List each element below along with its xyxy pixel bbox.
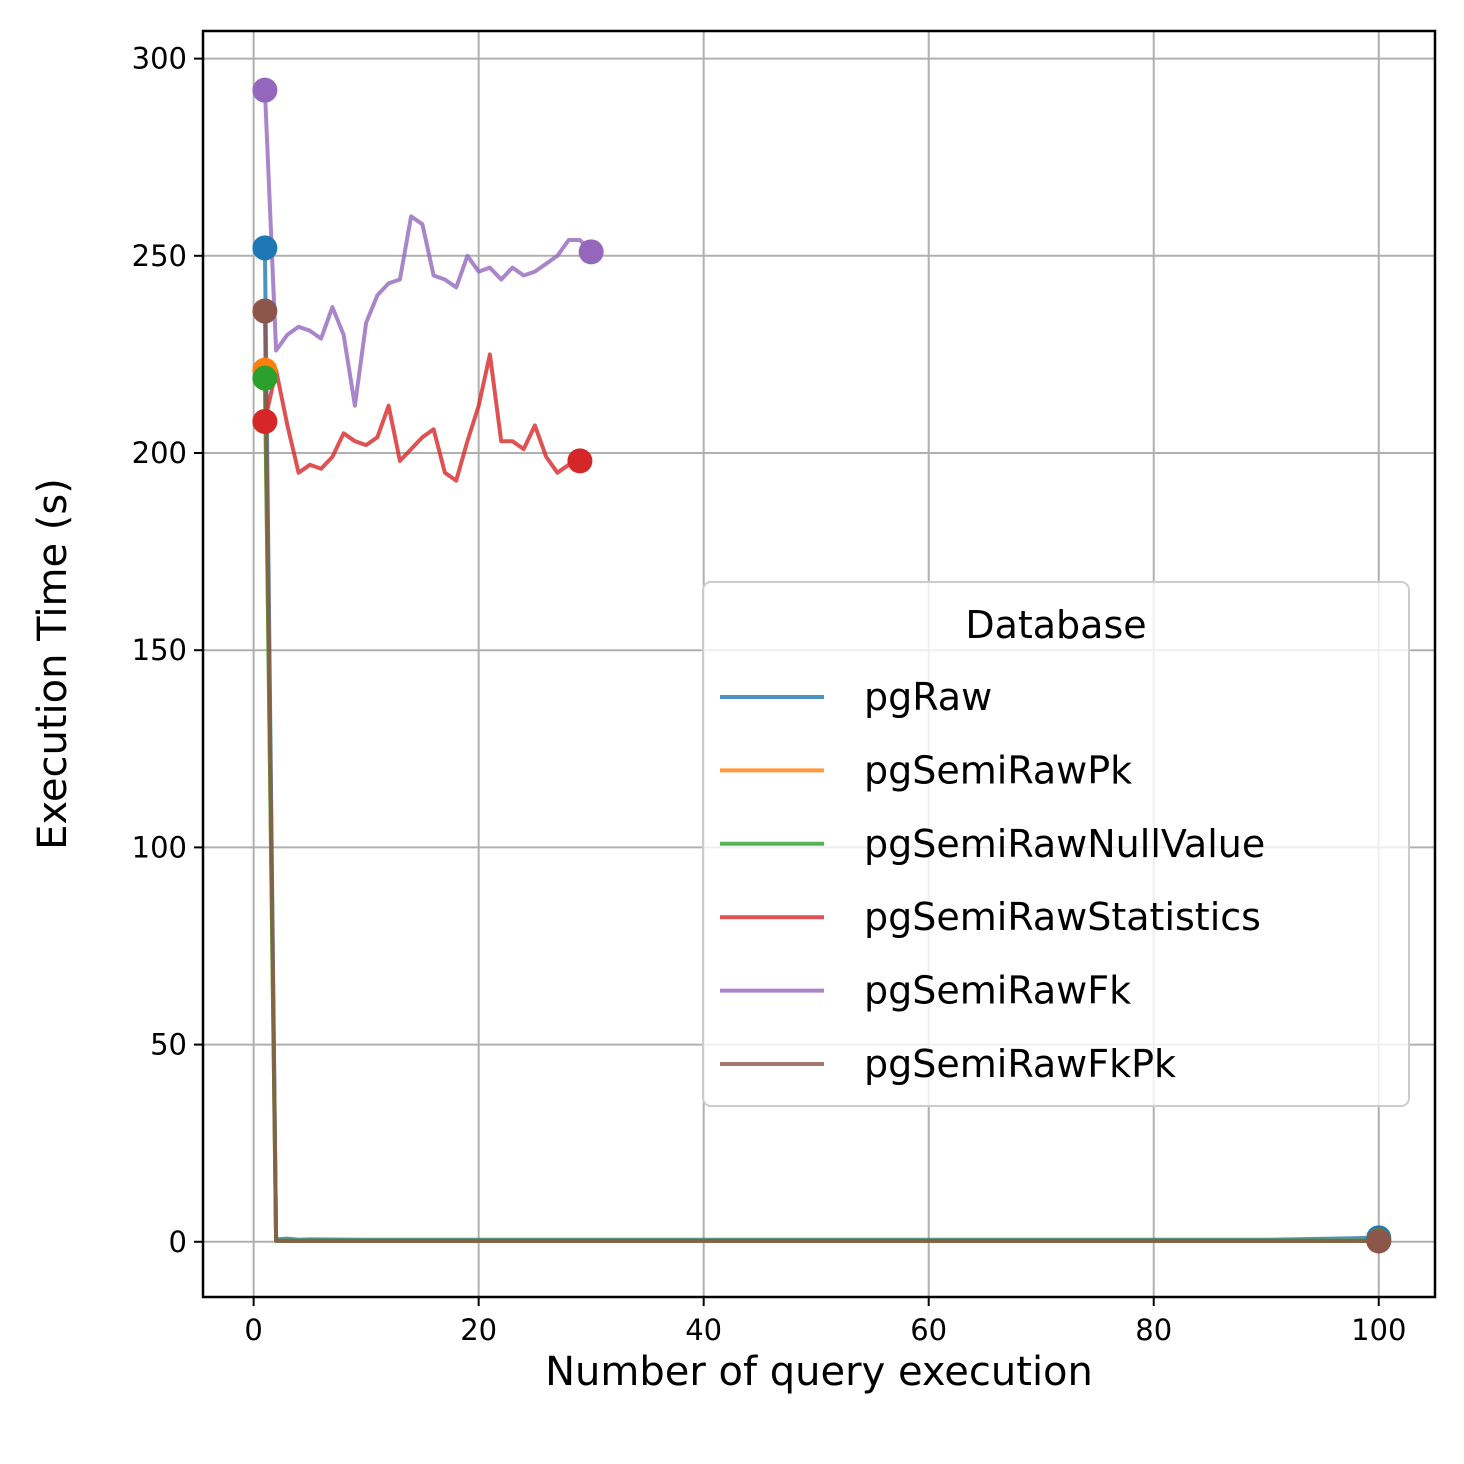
legend-label-pg-raw: pgRaw: [864, 675, 992, 719]
series-marker-pg-semi-raw-statistics: [567, 448, 593, 474]
legend-box: [702, 581, 1410, 1107]
series-marker-pg-raw: [252, 235, 278, 261]
legend-label-pg-semi-raw-fk: pgSemiRawFk: [864, 969, 1131, 1013]
y-tick-label: 150: [132, 633, 187, 667]
axis-ticks: 0 20 40 60 80 100 0 50 100 150 200 250 300: [132, 42, 1407, 1347]
x-tick-label: 0: [244, 1313, 262, 1347]
series-marker-pg-semi-raw-null-value: [252, 365, 278, 391]
series-marker-pg-semi-raw-fk-pk: [252, 298, 278, 324]
x-axis-label: Number of query execution: [545, 1349, 1093, 1395]
legend-label-pg-semi-raw-pk: pgSemiRawPk: [864, 748, 1132, 792]
y-tick-label: 200: [132, 436, 187, 470]
x-tick-label: 40: [685, 1313, 722, 1347]
x-tick-label: 80: [1135, 1313, 1172, 1347]
series-marker-pg-semi-raw-statistics: [252, 408, 278, 434]
legend-label-pg-semi-raw-fk-pk: pgSemiRawFkPk: [864, 1042, 1176, 1086]
y-tick-label: 300: [132, 42, 187, 76]
series-lines: [262, 88, 1381, 1243]
series-marker-pg-semi-raw-fk: [578, 239, 604, 265]
y-axis-label: Execution Time (s): [30, 478, 76, 850]
series-line-pg-semi-raw-fk-pk: [262, 308, 1381, 1243]
series-markers: [252, 77, 1392, 1254]
plot-frame: [201, 29, 1437, 1299]
y-tick-label: 50: [150, 1028, 187, 1062]
series-line-pg-semi-raw-fk: [262, 88, 595, 408]
series-marker-pg-semi-raw-fk-pk: [1366, 1228, 1392, 1254]
x-tick-label: 60: [910, 1313, 947, 1347]
y-tick-label: 0: [169, 1225, 187, 1259]
legend-title: Database: [965, 603, 1146, 647]
y-tick-label: 100: [132, 830, 187, 864]
legend: Database pgRaw pgSemiRawPk pgSemiRawNullVa…: [702, 581, 1410, 1107]
legend-label-pg-semi-raw-null-value: pgSemiRawNullValue: [864, 822, 1265, 866]
series-marker-pg-semi-raw-fk: [252, 77, 278, 103]
series-line-pg-semi-raw-statistics: [262, 352, 583, 483]
x-tick-label: 20: [460, 1313, 497, 1347]
y-tick-label: 250: [132, 239, 187, 273]
legend-label-pg-semi-raw-statistics: pgSemiRawStatistics: [864, 895, 1261, 939]
x-tick-label: 100: [1351, 1313, 1406, 1347]
